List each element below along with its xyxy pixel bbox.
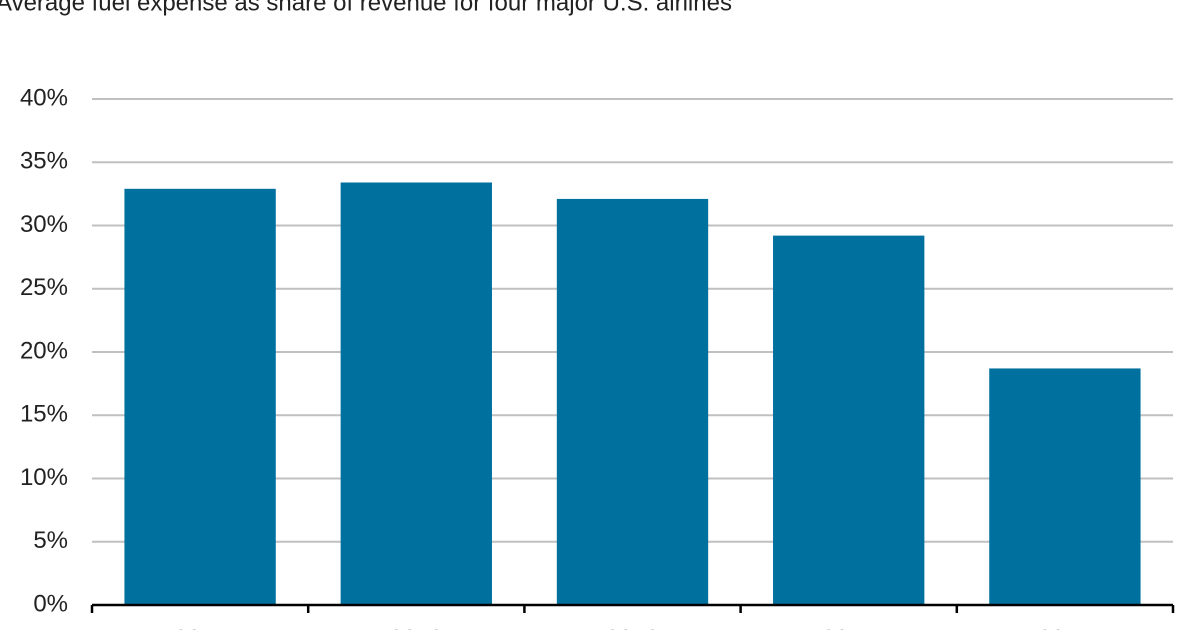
- bar: [556, 198, 709, 605]
- y-tick-label: 40%: [20, 84, 68, 111]
- y-tick-label: 5%: [33, 527, 68, 554]
- y-tick-label: 30%: [20, 211, 68, 238]
- chart-title: Average fuel expense as share of revenue…: [0, 0, 732, 16]
- x-tick-label: 2014: [822, 625, 875, 630]
- x-tick-label: 2011: [174, 625, 226, 630]
- bar: [773, 235, 925, 605]
- x-tick-label: 2013: [606, 625, 659, 630]
- bar: [340, 182, 492, 606]
- y-tick-label: 35%: [20, 148, 68, 175]
- y-tick-label: 0%: [33, 590, 68, 617]
- y-tick-label: 10%: [20, 464, 68, 491]
- x-tick-label: 2015: [1038, 625, 1091, 630]
- y-tick-label: 25%: [20, 274, 68, 301]
- bar: [989, 368, 1141, 605]
- y-tick-label: 15%: [20, 401, 68, 428]
- bar: [124, 188, 276, 605]
- y-tick-label: 20%: [20, 337, 68, 364]
- x-tick-label: 2012: [390, 625, 443, 630]
